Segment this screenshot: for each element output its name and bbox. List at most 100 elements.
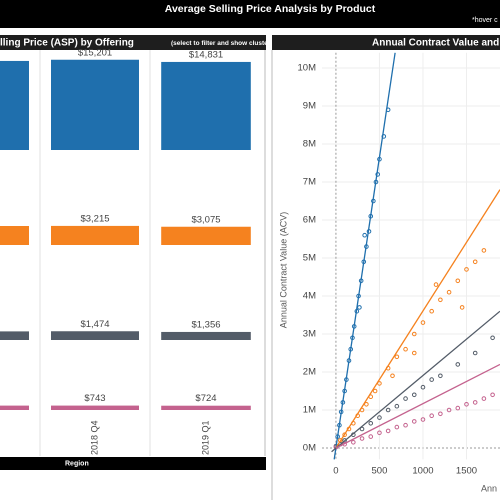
data-point bbox=[490, 335, 495, 341]
data-point bbox=[438, 297, 443, 303]
data-point bbox=[464, 267, 469, 272]
region-label: Region bbox=[65, 460, 89, 467]
data-point bbox=[429, 413, 434, 419]
x-axis-label: Ann bbox=[481, 483, 497, 493]
left-panel-title: lling Price (ASP) by Offering bbox=[0, 38, 134, 49]
top-bar bbox=[0, 0, 500, 28]
y-axis-label: Annual Contract Value (ACV) bbox=[278, 212, 288, 328]
data-point bbox=[368, 421, 374, 426]
trend-line bbox=[335, 363, 500, 449]
data-point bbox=[455, 405, 461, 411]
data-point bbox=[455, 362, 461, 367]
y-tick-label: 0M bbox=[303, 443, 316, 454]
left-panel-subtitle: (select to filter and show clusters) bbox=[171, 40, 276, 47]
y-tick-label: 7M bbox=[303, 177, 316, 188]
bar bbox=[0, 60, 29, 150]
data-point bbox=[351, 440, 356, 445]
left-panel-header bbox=[0, 35, 266, 50]
bar bbox=[0, 331, 29, 340]
data-point bbox=[472, 259, 478, 265]
right-panel-title: Annual Contract Value and bbox=[372, 38, 499, 49]
data-point bbox=[372, 388, 378, 394]
data-point bbox=[377, 415, 382, 420]
data-point bbox=[342, 432, 347, 438]
data-point bbox=[403, 346, 408, 352]
data-point bbox=[429, 377, 434, 382]
data-point bbox=[429, 308, 434, 314]
data-point bbox=[411, 350, 417, 356]
bar bbox=[161, 331, 251, 340]
data-label: $724 bbox=[195, 393, 216, 404]
y-tick-label: 6M bbox=[303, 215, 316, 226]
data-point bbox=[459, 305, 465, 310]
data-label: $15,201 bbox=[78, 47, 112, 58]
data-point bbox=[490, 392, 495, 398]
y-tick-label: 10M bbox=[298, 63, 317, 74]
data-point bbox=[411, 419, 417, 424]
bar bbox=[51, 331, 139, 340]
dashboard-title: Average Selling Price Analysis by Produc… bbox=[165, 3, 376, 15]
data-point bbox=[394, 403, 400, 409]
data-point bbox=[455, 278, 461, 284]
data-point bbox=[446, 289, 452, 295]
data-label: $14,831 bbox=[189, 49, 223, 60]
data-point bbox=[403, 396, 408, 401]
data-point bbox=[390, 373, 395, 379]
trend-line bbox=[333, 52, 396, 460]
y-tick-label: 8M bbox=[303, 139, 316, 150]
region-bar bbox=[0, 457, 266, 470]
x-tick-label: 2019 Q1 bbox=[200, 420, 210, 455]
data-point bbox=[357, 305, 362, 310]
data-point bbox=[420, 417, 426, 422]
data-label: $3,215 bbox=[80, 213, 109, 224]
bar bbox=[0, 226, 29, 245]
y-tick-label: 1M bbox=[303, 405, 316, 416]
data-point bbox=[385, 407, 391, 413]
data-point bbox=[368, 434, 374, 439]
bar bbox=[161, 226, 251, 245]
trend-line bbox=[335, 189, 500, 449]
x-tick-label: 1500 bbox=[456, 466, 477, 477]
bar bbox=[51, 59, 139, 150]
data-point bbox=[420, 320, 426, 325]
data-point bbox=[377, 430, 382, 436]
y-tick-label: 2M bbox=[303, 367, 316, 378]
data-point bbox=[438, 373, 443, 379]
data-label: $743 bbox=[84, 393, 105, 404]
bar bbox=[51, 225, 139, 245]
data-point bbox=[403, 422, 408, 428]
data-point bbox=[411, 331, 417, 337]
data-point bbox=[359, 436, 365, 441]
hover-note: *hover c bbox=[472, 17, 498, 24]
x-tick-label: 500 bbox=[372, 466, 388, 477]
data-label: $1,356 bbox=[191, 319, 220, 330]
y-tick-label: 5M bbox=[303, 253, 316, 264]
x-tick-label: 1000 bbox=[412, 466, 433, 477]
data-point bbox=[438, 411, 443, 417]
data-point bbox=[472, 350, 478, 356]
bar bbox=[161, 405, 251, 410]
data-point bbox=[362, 232, 367, 238]
trend-line bbox=[331, 310, 500, 453]
right-panel-header bbox=[272, 35, 500, 50]
data-point bbox=[464, 402, 469, 407]
data-point bbox=[385, 428, 391, 434]
data-point bbox=[472, 400, 478, 405]
data-point bbox=[446, 407, 452, 413]
data-point bbox=[481, 396, 487, 401]
x-tick-label: 0 bbox=[333, 466, 338, 477]
y-tick-label: 4M bbox=[303, 291, 316, 302]
y-tick-label: 9M bbox=[303, 101, 316, 112]
data-point bbox=[364, 402, 369, 407]
data-point bbox=[433, 282, 439, 287]
bar bbox=[51, 405, 139, 410]
bar bbox=[161, 61, 251, 151]
data-label: $1,474 bbox=[80, 319, 109, 330]
data-point bbox=[394, 424, 400, 430]
data-point bbox=[394, 354, 400, 360]
y-tick-label: 3M bbox=[303, 329, 316, 340]
plot-area bbox=[331, 52, 500, 460]
bar bbox=[0, 405, 29, 410]
data-point bbox=[411, 392, 417, 398]
